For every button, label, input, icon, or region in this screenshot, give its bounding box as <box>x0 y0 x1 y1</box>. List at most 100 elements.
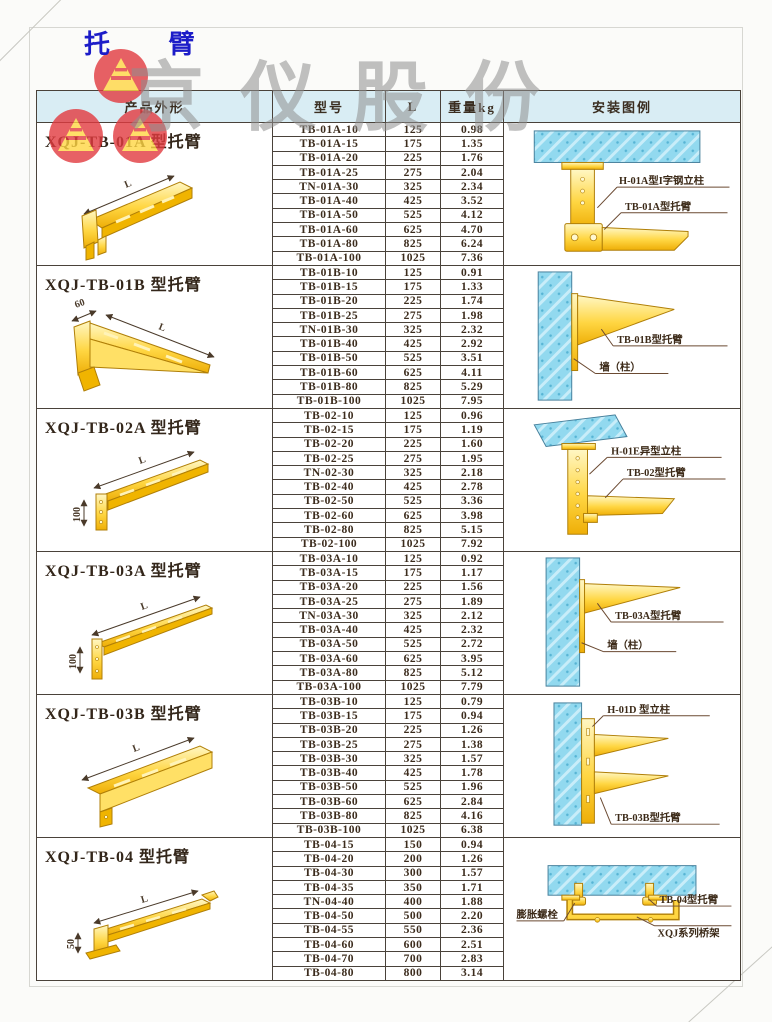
weight-cell: 7.92 <box>440 536 504 553</box>
weight-cell: 1.78 <box>440 765 504 781</box>
length-cell: 175 <box>385 708 441 724</box>
table-row: TB-02-80 825 5.15 <box>37 522 741 538</box>
page-fold-top-left <box>0 0 68 65</box>
length-cell: 325 <box>385 322 441 338</box>
model-cell: TB-02-20 <box>272 436 386 452</box>
dim-label-100: 100 <box>72 507 83 522</box>
product-outline-drawing: L 100 <box>37 581 272 691</box>
length-cell: 425 <box>385 336 441 352</box>
model-cell: TB-03B-20 <box>272 722 386 738</box>
table-row: XQJ-TB-04 型托臂 L 50 TB-04-15 150 0.94 <box>36 836 741 981</box>
table-row: TB-01A-40 425 3.52 <box>37 193 741 209</box>
product-table: 产品外形 型号 L 重量kg 安装图例 XQJ-TB-01A 型托臂 L <box>36 90 741 982</box>
section-title: XQJ-TB-01B 型托臂 <box>45 277 202 294</box>
table-row: TB-03A-15 175 1.17 <box>37 565 741 581</box>
table-row: TB-02-100 1025 7.92 <box>37 536 741 553</box>
dim-label-l: L <box>131 742 141 755</box>
weight-cell: 1.96 <box>440 779 504 796</box>
weight-cell: 2.92 <box>440 336 504 352</box>
length-cell: 1025 <box>385 679 441 696</box>
length-cell: 125 <box>385 693 441 710</box>
length-cell: 125 <box>385 407 441 424</box>
weight-cell: 3.36 <box>440 493 504 510</box>
weight-cell: 3.51 <box>440 350 504 367</box>
weight-cell: 3.98 <box>440 508 504 524</box>
length-cell: 500 <box>385 908 441 924</box>
install-diagram: 膨胀螺栓 TB-04型托臂 XQJ系列桥架 <box>504 838 740 980</box>
install-label-arm: TB-04型托臂 <box>659 893 718 906</box>
length-cell: 425 <box>385 479 441 495</box>
table-row: TB-01B-20 225 1.74 <box>37 293 741 309</box>
length-cell: 825 <box>385 379 441 395</box>
table-row: TB-01A-50 525 4.12 <box>37 207 741 224</box>
length-cell: 325 <box>385 608 441 624</box>
length-cell: 800 <box>385 965 441 982</box>
length-cell: 425 <box>385 765 441 781</box>
weight-cell: 4.70 <box>440 222 504 238</box>
weight-cell: 1.26 <box>440 722 504 738</box>
model-cell: TB-04-20 <box>272 851 386 867</box>
model-cell: TN-04-40 <box>272 894 386 910</box>
length-cell: 1025 <box>385 536 441 553</box>
install-diagram: H-01D 型立柱 TB-03B型托臂 <box>504 695 740 837</box>
model-cell: TB-03B-60 <box>272 794 386 810</box>
weight-cell: 3.52 <box>440 193 504 209</box>
table-row: TB-03B-25 275 1.38 <box>37 736 741 753</box>
weight-cell: 4.11 <box>440 365 504 381</box>
length-cell: 175 <box>385 136 441 152</box>
model-cell: TB-03A-100 <box>272 679 386 696</box>
install-diagram: H-01E异型立柱 TB-02型托臂 <box>504 409 740 551</box>
product-outline-drawing: L <box>37 724 272 834</box>
install-label-wall: 墙（柱） <box>599 361 640 374</box>
header-install-example: 安装图例 <box>503 90 741 123</box>
install-diagram-cell: 膨胀螺栓 TB-04型托臂 XQJ系列桥架 <box>503 837 741 981</box>
model-cell: TN-01B-30 <box>272 322 386 338</box>
length-cell: 625 <box>385 508 441 524</box>
weight-cell: 5.12 <box>440 665 504 681</box>
length-cell: 225 <box>385 579 441 595</box>
header-length: L <box>385 90 441 123</box>
install-diagram: TB-03A型托臂 墙（柱） <box>504 552 740 694</box>
weight-cell: 2.18 <box>440 465 504 481</box>
table-row: TB-03A-20 225 1.56 <box>37 579 741 595</box>
length-cell: 225 <box>385 150 441 166</box>
length-cell: 700 <box>385 951 441 967</box>
table-header-row: 产品外形 型号 L 重量kg 安装图例 <box>36 90 741 123</box>
install-label-arm: TB-03B型托臂 <box>615 811 681 824</box>
install-diagram-cell: TB-03A型托臂 墙（柱） <box>503 551 741 695</box>
weight-cell: 1.95 <box>440 450 504 467</box>
weight-cell: 2.32 <box>440 622 504 638</box>
model-cell: TB-04-50 <box>272 908 386 924</box>
model-cell: TB-01B-10 <box>272 264 386 281</box>
product-outline-cell: XQJ-TB-04 型托臂 L 50 <box>36 837 273 981</box>
install-label-column: H-01A型I字钢立柱 <box>619 174 705 187</box>
model-cell: TB-01B-40 <box>272 336 386 352</box>
table-row: TN-01A-30 325 2.34 <box>37 179 741 195</box>
length-cell: 275 <box>385 450 441 467</box>
weight-cell: 0.96 <box>440 407 504 424</box>
table-row: TB-04-55 550 2.36 <box>37 922 741 939</box>
length-cell: 1025 <box>385 393 441 410</box>
product-outline-cell: XQJ-TB-01A 型托臂 L <box>36 122 273 266</box>
table-row: TB-03A-100 1025 7.79 <box>37 679 741 696</box>
model-cell: TB-02-25 <box>272 450 386 467</box>
table-row: TB-01A-15 175 1.35 <box>37 136 741 152</box>
length-cell: 825 <box>385 665 441 681</box>
model-cell: TB-02-60 <box>272 508 386 524</box>
table-row: TB-03B-80 825 4.16 <box>37 808 741 824</box>
weight-cell: 0.79 <box>440 693 504 710</box>
model-cell: TB-01A-10 <box>272 121 386 138</box>
weight-cell: 1.89 <box>440 593 504 610</box>
length-cell: 600 <box>385 937 441 953</box>
weight-cell: 3.14 <box>440 965 504 982</box>
model-cell: TB-03B-40 <box>272 765 386 781</box>
model-cell: TB-03A-60 <box>272 651 386 667</box>
table-row: TB-01A-25 275 2.04 <box>37 164 741 181</box>
model-cell: TB-03A-20 <box>272 579 386 595</box>
dim-label-50: 50 <box>66 939 77 949</box>
table-row: XQJ-TB-01B 型托臂 60 L TB-01B-10 125 0.91 <box>36 264 741 409</box>
model-cell: TB-02-10 <box>272 407 386 424</box>
model-cell: TB-01B-60 <box>272 365 386 381</box>
weight-cell: 6.24 <box>440 236 504 252</box>
length-cell: 525 <box>385 779 441 796</box>
